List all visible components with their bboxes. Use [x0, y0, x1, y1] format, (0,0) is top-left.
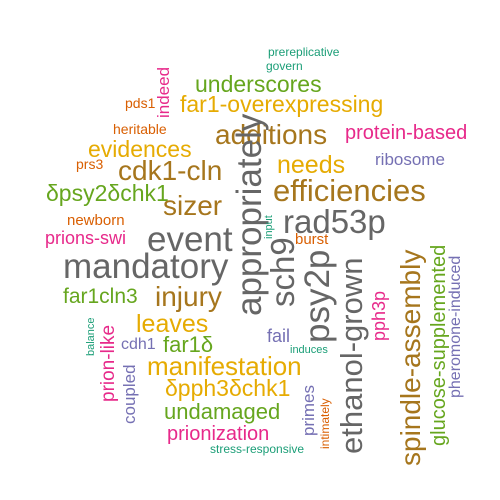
word-pph3p: pph3p — [369, 290, 389, 341]
word-pheromone-induced: pheromone-induced — [447, 255, 464, 398]
word-underscores: underscores — [195, 71, 322, 97]
word-prionization: prionization — [167, 423, 270, 445]
word-protein-based: protein-based — [345, 122, 468, 144]
word-psy2p: psy2p — [298, 249, 337, 343]
word-primes: primes — [299, 384, 318, 436]
word-balance: balance — [85, 317, 97, 356]
word-sch9: sch9 — [264, 237, 301, 307]
word-needs: needs — [277, 151, 346, 179]
word-prion-like: prion-like — [98, 324, 119, 402]
word-prs3: prs3 — [76, 156, 104, 172]
word-leaves: leaves — [136, 310, 209, 338]
word-newborn: newborn — [67, 212, 125, 229]
word-fail: fail — [267, 326, 291, 346]
word-psy2-chk1: δpsy2δchk1 — [46, 180, 169, 206]
word-burst: burst — [295, 231, 329, 248]
word-indeed: indeed — [154, 66, 173, 118]
word-additions: additions — [215, 119, 328, 150]
word-cdh1: cdh1 — [121, 336, 156, 353]
word-far1cln3: far1cln3 — [63, 285, 138, 308]
word-prions-swi: prions-swi — [45, 228, 127, 248]
word-heritable: heritable — [113, 121, 167, 137]
word-cdk1-cln: cdk1-cln — [118, 155, 223, 186]
word-glucose-supplemented: glucose-supplemented — [428, 244, 450, 446]
word-appropriately: appropriately — [230, 113, 269, 316]
word-sizer: sizer — [163, 190, 223, 221]
word-induces: induces — [290, 344, 328, 356]
word-coupled: coupled — [120, 364, 139, 424]
word-ethanol-grown: ethanol-grown — [334, 257, 369, 454]
word-evidences: evidences — [88, 136, 192, 162]
word-ribosome: ribosome — [375, 150, 445, 169]
word-far1-overexpressing: far1-overexpressing — [180, 91, 384, 117]
word-undamaged: undamaged — [164, 399, 281, 424]
word-prereplicative: prereplicative — [268, 45, 340, 59]
word-stress-responsive: stress-responsive — [210, 442, 305, 456]
word-injury: injury — [155, 281, 222, 312]
word-far1: far1δ — [163, 332, 214, 357]
word-event: event — [147, 220, 233, 259]
word-mandatory: mandatory — [63, 247, 229, 286]
word-pds1: pds1 — [125, 95, 156, 111]
word-rad53p: rad53p — [283, 203, 386, 240]
word-efficiencies: efficiencies — [273, 173, 426, 208]
word-input: input — [263, 215, 275, 239]
word-manifestation: manifestation — [147, 351, 302, 381]
word-pph3-chk1: δpph3δchk1 — [165, 375, 291, 401]
word-govern: govern — [266, 59, 303, 73]
word-intimately: intimately — [318, 398, 332, 449]
word-spindle-assembly: spindle-assembly — [395, 249, 426, 466]
